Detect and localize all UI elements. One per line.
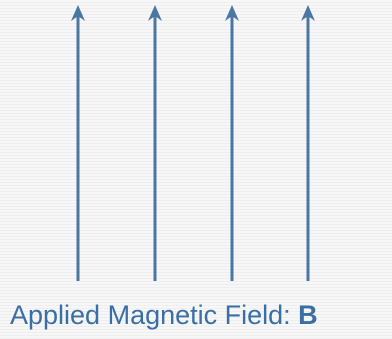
arrow-head-icon	[225, 5, 239, 21]
arrow-head-icon	[71, 5, 85, 21]
field-arrow-4	[301, 5, 315, 281]
field-arrow-2	[148, 5, 162, 281]
field-arrow-1	[71, 5, 85, 281]
arrow-head-icon	[301, 5, 315, 21]
field-caption-label: Applied Magnetic Field:	[10, 300, 299, 330]
field-arrows	[71, 5, 315, 281]
arrow-head-icon	[148, 5, 162, 21]
field-caption: Applied Magnetic Field: B	[10, 298, 390, 332]
field-arrow-3	[225, 5, 239, 281]
field-symbol-b: B	[298, 300, 318, 330]
